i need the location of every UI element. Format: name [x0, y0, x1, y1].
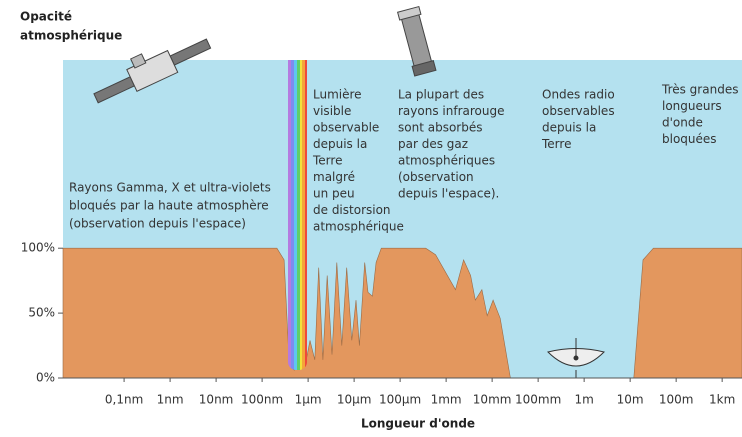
annotation: (observation	[398, 170, 474, 184]
annotation: malgré	[313, 170, 355, 184]
x-tick-label: 100m	[659, 393, 694, 407]
annotation: de distorsion	[313, 203, 391, 217]
annotation: bloqués par la haute atmosphère	[69, 199, 269, 213]
annotation: depuis l'espace).	[398, 187, 499, 201]
x-tick-label: 1µm	[295, 393, 322, 407]
y-axis-label: atmosphérique	[20, 29, 122, 43]
annotation: Très grandes	[661, 83, 738, 97]
x-tick-label: 10m	[617, 393, 644, 407]
x-tick-label: 1km	[709, 393, 735, 407]
x-tick-label: 10mm	[473, 393, 512, 407]
y-tick-label: 0%	[36, 371, 55, 385]
x-tick-label: 10nm	[199, 393, 234, 407]
annotation: bloquées	[662, 132, 717, 146]
annotation: sont absorbés	[398, 121, 482, 135]
annotation: depuis la	[313, 137, 367, 151]
annotation: Terre	[541, 137, 571, 151]
annotation: atmosphérique	[313, 220, 404, 234]
annotation: Terre	[312, 154, 342, 168]
x-tick-label: 10µm	[337, 393, 372, 407]
annotation: rayons infrarouge	[398, 104, 504, 118]
annotation: atmosphériques	[398, 154, 495, 168]
x-axis-label: Longueur d'onde	[361, 417, 475, 431]
visible-spectrum	[288, 60, 307, 380]
y-axis-label: Opacité	[20, 10, 72, 24]
x-tick-label: 1nm	[157, 393, 184, 407]
annotation: visible	[313, 104, 351, 118]
annotation: longueurs	[662, 99, 722, 113]
annotation: Rayons Gamma, X et ultra-violets	[69, 181, 271, 195]
annotation: Ondes radio	[542, 88, 615, 102]
annotation: La plupart des	[398, 88, 484, 102]
annotation: (observation depuis l'espace)	[69, 217, 246, 231]
annotation: d'onde	[662, 116, 703, 130]
y-tick-label: 100%	[21, 241, 55, 255]
annotation: par des gaz	[398, 137, 468, 151]
x-tick-label: 0,1nm	[105, 393, 143, 407]
x-tick-label: 100µm	[379, 393, 421, 407]
x-tick-label: 100nm	[241, 393, 283, 407]
chart: Opacité atmosphérique Longueur d'onde 0%…	[0, 0, 742, 437]
annotation: un peu	[313, 187, 355, 201]
x-tick-label: 1m	[574, 393, 593, 407]
y-tick-label: 50%	[28, 306, 55, 320]
annotation: depuis la	[542, 121, 596, 135]
x-tick-label: 1mm	[431, 393, 462, 407]
annotation: observables	[542, 104, 615, 118]
x-tick-label: 100mm	[515, 393, 561, 407]
annotation: Lumière	[313, 88, 362, 102]
annotation: observable	[313, 121, 379, 135]
